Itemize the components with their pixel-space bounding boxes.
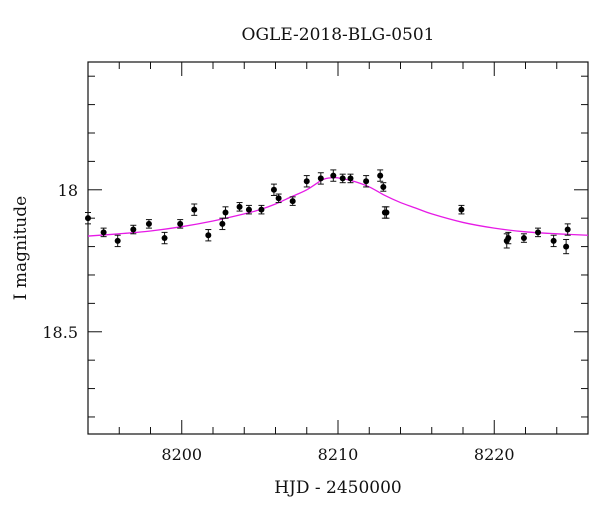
plot-frame xyxy=(87,61,589,435)
data-point xyxy=(100,229,107,236)
chart-title: OGLE-2018-BLG-0501 xyxy=(242,25,435,45)
data-point xyxy=(505,235,512,242)
data-point xyxy=(85,215,91,222)
data-point xyxy=(520,235,527,242)
data-point xyxy=(330,172,337,179)
data-point xyxy=(383,209,390,216)
data-point xyxy=(145,220,152,227)
y-axis-label: I magnitude xyxy=(11,196,31,300)
data-point xyxy=(303,178,310,185)
data-point xyxy=(380,183,387,190)
axis-tick-labels: 8200 8210 8220 18 18.5 xyxy=(42,181,514,464)
x-tick-label: 8220 xyxy=(474,445,515,464)
data-point xyxy=(563,243,570,250)
data-point xyxy=(236,203,243,210)
data-point xyxy=(339,175,346,182)
y-tick-label: 18 xyxy=(58,181,78,200)
data-point xyxy=(275,195,282,202)
axis-ticks xyxy=(87,62,589,434)
data-point xyxy=(191,206,198,213)
data-point xyxy=(550,237,557,244)
x-tick-label: 8210 xyxy=(318,445,359,464)
data-point xyxy=(363,178,370,185)
data-point xyxy=(130,226,137,233)
x-axis-label: HJD - 2450000 xyxy=(274,478,402,498)
data-point xyxy=(177,220,184,227)
data-point xyxy=(161,235,168,242)
data-point xyxy=(219,220,226,227)
data-point xyxy=(205,232,212,239)
data-point xyxy=(114,237,121,244)
y-tick-label: 18.5 xyxy=(42,323,78,342)
data-point xyxy=(245,206,252,213)
model-curve xyxy=(87,176,589,237)
x-tick-label: 8200 xyxy=(161,445,202,464)
data-point xyxy=(564,226,571,233)
data-point xyxy=(289,198,296,205)
data-point xyxy=(377,172,384,179)
data-point xyxy=(317,175,324,182)
data-point xyxy=(347,175,354,182)
data-point xyxy=(222,209,229,216)
model-curve-group xyxy=(87,176,589,237)
data-point xyxy=(270,186,277,193)
data-point xyxy=(535,229,541,236)
data-point xyxy=(458,206,465,213)
data-point xyxy=(258,206,265,213)
data-points-group xyxy=(85,169,571,255)
